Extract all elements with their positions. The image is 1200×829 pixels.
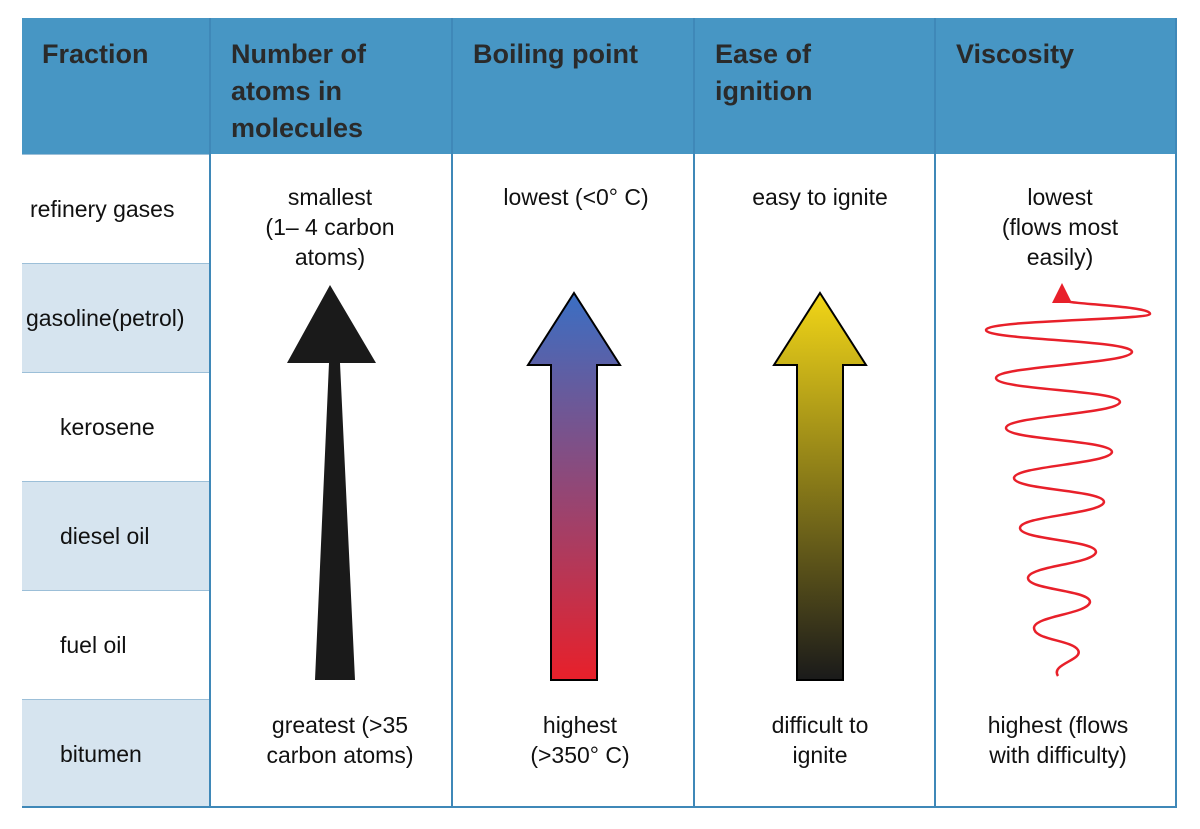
header-fraction: Fraction [22,18,209,154]
ignition-arrow [772,291,868,681]
boiling-arrow [526,291,622,681]
header-ignition: Ease of ignition [695,18,934,154]
label-line: atoms) [294,244,366,270]
ignition-bottom-label: difficult to ignite [720,710,920,770]
fraction-column: refinery gases gasoline(petrol) kerosene… [22,154,209,808]
label-line: carbon atoms) [266,742,414,768]
fraction-label: fuel oil [60,631,127,658]
label-line: lowest (<0° C) [503,184,649,210]
header-atoms: Number of atoms in molecules [211,18,451,154]
fraction-label: refinery gases [30,195,175,222]
atoms-arrow [287,285,376,680]
column-divider [1175,18,1177,808]
header-boiling: Boiling point [453,18,693,154]
label-line: easy to ignite [752,184,888,210]
label-line: difficult to [771,712,869,738]
viscosity-wave [984,298,1152,677]
fraction-label: diesel oil [60,522,150,549]
label-line: (flows most [1001,214,1119,240]
label-line: ignite [792,742,848,768]
label-line: highest (flows [987,712,1129,738]
header-viscosity: Viscosity [936,18,1177,154]
table-bottom-border [22,806,1177,808]
label-line: with difficulty) [989,742,1127,768]
viscosity-arrow-head [1052,283,1072,303]
label-line: (>350° C) [530,742,630,768]
row-bitumen: bitumen [22,699,209,808]
boiling-bottom-label: highest (>350° C) [480,710,680,770]
label-line: greatest (>35 [271,712,409,738]
column-divider [934,18,936,808]
fractions-table: Fraction Number of atoms in molecules Bo… [22,18,1177,808]
label-line: smallest [287,184,373,210]
label-line: easily) [1026,244,1094,270]
row-refinery-gases: refinery gases [22,154,209,263]
fraction-label: kerosene [60,413,155,440]
row-kerosene: kerosene [22,372,209,481]
row-gasoline: gasoline(petrol) [22,263,209,372]
atoms-top-label: smallest (1– 4 carbon atoms) [230,182,430,272]
viscosity-top-label: lowest (flows most easily) [960,182,1160,272]
column-divider [451,18,453,808]
column-divider [693,18,695,808]
fraction-label: bitumen [60,740,142,767]
row-diesel-oil: diesel oil [22,481,209,590]
atoms-bottom-label: greatest (>35 carbon atoms) [230,710,450,770]
label-line: lowest [1027,184,1093,210]
label-line: highest [542,712,618,738]
column-divider [209,18,211,808]
label-line: (1– 4 carbon [265,214,395,240]
fraction-label: gasoline(petrol) [26,304,185,331]
boiling-top-label: lowest (<0° C) [476,182,676,212]
viscosity-bottom-label: highest (flows with difficulty) [958,710,1158,770]
row-fuel-oil: fuel oil [22,590,209,699]
ignition-top-label: easy to ignite [720,182,920,212]
